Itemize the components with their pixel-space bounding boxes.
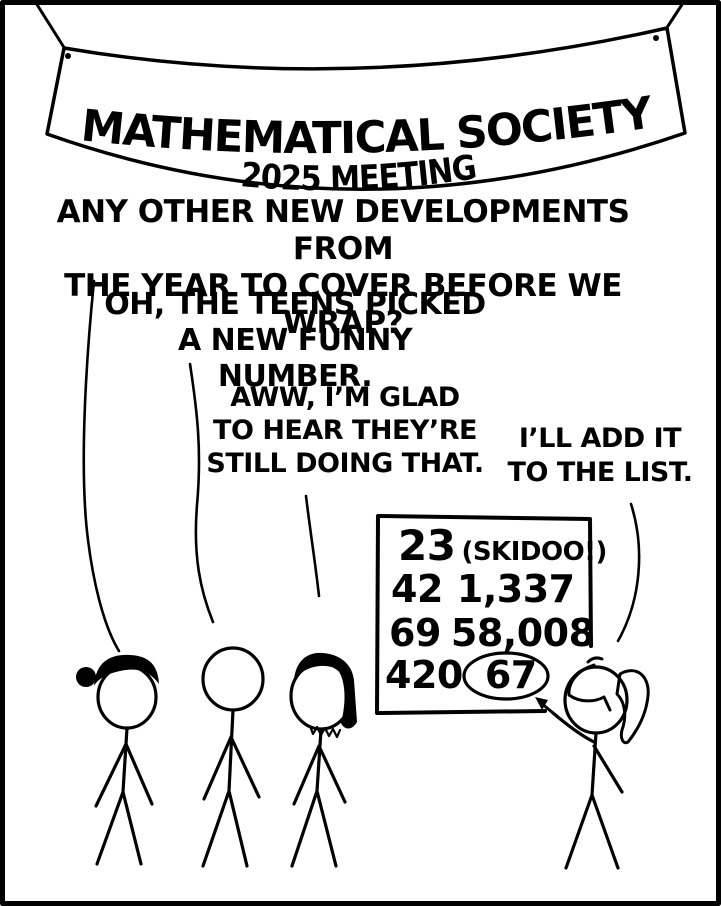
body bbox=[94, 726, 154, 866]
board-row-4: 420 67 bbox=[385, 656, 537, 694]
hair-fringe bbox=[308, 724, 342, 739]
banner-title: MATHEMATICAL SOCIETY bbox=[79, 87, 657, 164]
stick-figure-cueball bbox=[201, 646, 265, 868]
board-row-3-note: 58,008 bbox=[450, 611, 595, 655]
stick-figure-ponytail-girl bbox=[535, 656, 650, 870]
board-row-1-number: 23 bbox=[398, 521, 456, 570]
board-row-1: 23 (SKIDOO!) bbox=[398, 525, 607, 567]
banner-string-right bbox=[664, 1, 685, 31]
body bbox=[290, 728, 347, 868]
speech-4: I’LL ADD IT TO THE LIST. bbox=[505, 422, 695, 490]
speech-1-line-1: ANY OTHER NEW DEVELOPMENTS FROM bbox=[56, 194, 630, 267]
speech-2-line-1: OH, THE TEENS PICKED bbox=[104, 287, 486, 322]
speech-line-3 bbox=[304, 494, 321, 598]
speech-3-line-1: AWW, I’M GLAD bbox=[230, 382, 460, 413]
whiteboard bbox=[375, 514, 593, 715]
board-row-2: 42 1,337 bbox=[391, 570, 575, 608]
stick-figure-woman-with-long-hair bbox=[289, 652, 357, 868]
hair bbox=[294, 652, 357, 729]
banner-pin-left bbox=[65, 53, 71, 59]
board-row-2-number: 42 bbox=[391, 567, 443, 611]
speech-3-line-2: TO HEAR THEY’RE bbox=[213, 415, 477, 446]
body bbox=[551, 711, 624, 870]
head bbox=[96, 664, 158, 730]
speech-4-line-2: TO THE LIST. bbox=[507, 457, 693, 488]
pointer-arrow-head-icon bbox=[535, 697, 548, 710]
speech-3: AWW, I’M GLAD TO HEAR THEY’RE STILL DOIN… bbox=[200, 381, 490, 480]
speech-4-line-1: I’LL ADD IT bbox=[518, 423, 682, 454]
hair bbox=[567, 656, 612, 712]
speech-1-line-2: THE YEAR TO COVER BEFORE WE WRAP? bbox=[64, 268, 622, 341]
speech-line-4 bbox=[616, 502, 641, 643]
board-row-1-note: (SKIDOO!) bbox=[461, 537, 607, 567]
board-row-2-note: 1,337 bbox=[456, 567, 575, 611]
board-row-4-note-circled: 67 bbox=[484, 653, 537, 697]
banner-string-left bbox=[34, 1, 67, 51]
speech-3-line-3: STILL DOING THAT. bbox=[206, 448, 484, 479]
banner bbox=[45, 26, 687, 191]
board-row-3: 69 58,008 bbox=[389, 614, 595, 652]
stick-figure-woman-with-hair-bun bbox=[76, 654, 159, 866]
head bbox=[201, 646, 265, 712]
board-row-3-number: 69 bbox=[389, 611, 441, 655]
speech-line-1 bbox=[82, 279, 121, 653]
speech-line-2 bbox=[188, 362, 215, 624]
circle-annotation-67 bbox=[462, 651, 550, 701]
speech-2-line-2: A NEW FUNNY NUMBER. bbox=[177, 323, 413, 394]
body bbox=[201, 708, 261, 868]
speech-2: OH, THE TEENS PICKED A NEW FUNNY NUMBER. bbox=[100, 287, 490, 395]
board-row-4-number: 420 bbox=[385, 653, 463, 697]
banner-pin-right bbox=[653, 35, 659, 41]
speech-1: ANY OTHER NEW DEVELOPMENTS FROM THE YEAR… bbox=[30, 194, 656, 342]
hair bbox=[94, 654, 159, 686]
hair-bun bbox=[76, 667, 96, 687]
